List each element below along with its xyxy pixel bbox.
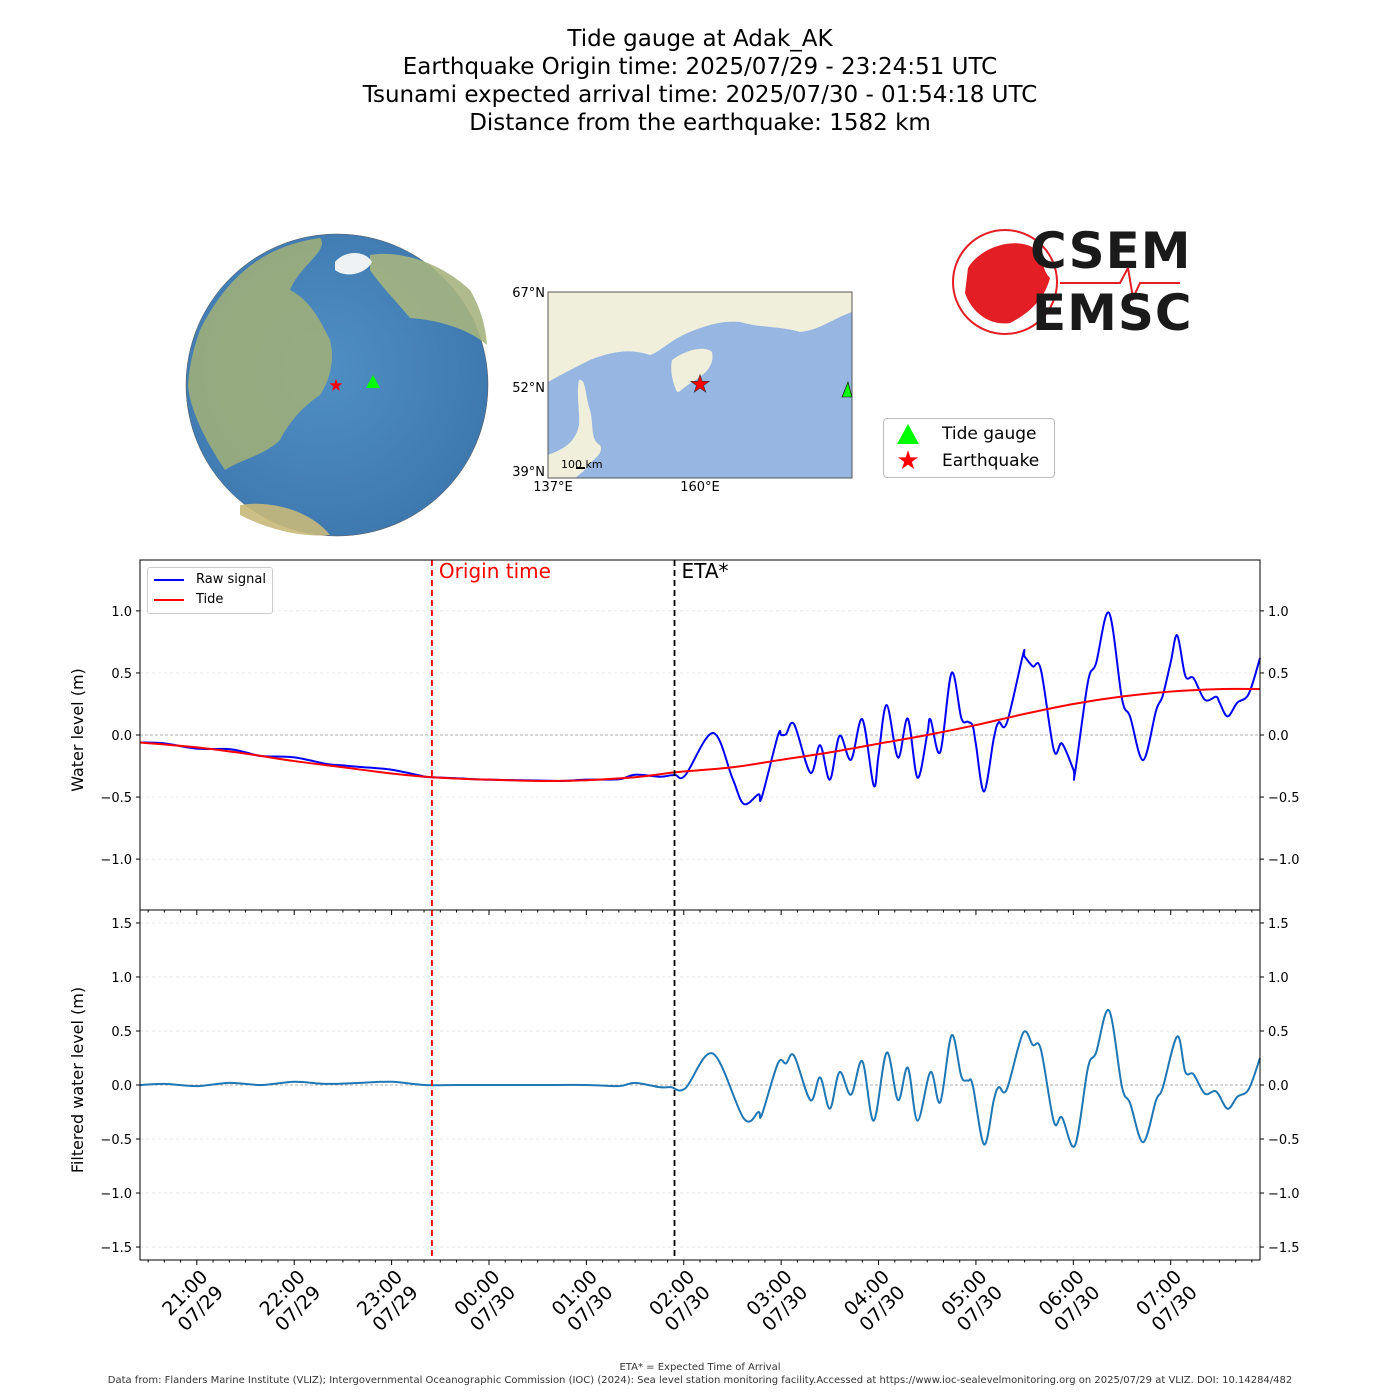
inset-scale-label: 100 km	[561, 458, 603, 471]
inset-lat-52: 52°N	[512, 381, 545, 396]
y-tick-label-right: 1.0	[1268, 605, 1289, 620]
x-tick-label: 05:0007/30	[937, 1266, 1007, 1336]
logo-globe-icon	[952, 229, 1180, 335]
x-tick-label: 01:0007/30	[548, 1266, 618, 1336]
footer-source: Data from: Flanders Marine Institute (VL…	[107, 1375, 1293, 1386]
inset-land-kamchatka	[671, 348, 713, 393]
inset-land-north	[548, 292, 852, 382]
globe-land-alaska	[370, 253, 487, 345]
y-tick-label: 1.0	[111, 971, 132, 986]
x-tick-label: 02:0007/30	[645, 1266, 715, 1336]
legend-label: Earthquake	[942, 451, 1040, 471]
logo-text-emsc: EMSC	[1032, 284, 1193, 342]
origin-time-label: Origin time	[439, 559, 551, 583]
globe-tide-gauge-marker	[366, 375, 380, 388]
legend-label: Tide	[196, 592, 224, 607]
y-tick-label: −0.5	[100, 1133, 132, 1148]
globe-land-arctic	[335, 253, 372, 275]
inset-lon-137: 137°E	[533, 480, 573, 495]
y-axis-label: Filtered water level (m)	[68, 987, 87, 1173]
globe-earthquake-marker: ★	[328, 376, 343, 396]
title-station: Tide gauge at Adak_AK	[567, 26, 833, 52]
globe-land-australia	[240, 503, 330, 536]
line-swatch-icon	[154, 598, 184, 601]
map-legend: Tide gauge ★ Earthquake	[883, 418, 1055, 478]
x-tick-label: 00:0007/30	[450, 1266, 520, 1336]
inset-tide-gauge-marker	[841, 381, 853, 398]
star-icon: ★	[896, 446, 920, 476]
filtered-line	[139, 1009, 1261, 1148]
raw-signal-line	[139, 611, 1261, 806]
inset-lat-67: 67°N	[512, 286, 545, 301]
eta-label: ETA*	[682, 559, 729, 583]
bottom-panel-frame	[139, 909, 1261, 1261]
tide-line	[139, 687, 1261, 783]
footer-note: ETA* = Expected Time of Arrival	[619, 1362, 781, 1373]
y-axis-label: Water level (m)	[68, 668, 87, 792]
y-tick-label: −1.0	[100, 853, 132, 868]
csem-emsc-logo: CSEM EMSC	[950, 222, 1192, 342]
y-tick-label: −1.5	[100, 1241, 132, 1256]
legend-item-earthquake: ★ Earthquake	[896, 446, 1040, 476]
y-tick-label-right: −0.5	[1268, 791, 1300, 806]
inset-lon-160: 160°E	[680, 480, 720, 495]
inset-map: ★ 100 km 67°N 52°N 39°N 137°E 160°E	[512, 286, 853, 495]
line-swatch-icon	[154, 578, 184, 581]
y-tick-label-right: 0.0	[1268, 729, 1289, 744]
legend-item-tide: Tide	[154, 592, 223, 607]
x-tick-label: 23:0007/29	[353, 1266, 423, 1336]
globe-map: ★	[185, 233, 489, 537]
title-eta: Tsunami expected arrival time: 2025/07/3…	[362, 82, 1038, 108]
logo-text-csem: CSEM	[1030, 222, 1192, 280]
y-tick-label: 0.0	[111, 729, 132, 744]
y-tick-label: 0.0	[111, 1079, 132, 1094]
globe-land-asia	[188, 238, 332, 470]
x-tick-label: 03:0007/30	[742, 1266, 812, 1336]
legend-item-tide-gauge: Tide gauge	[896, 423, 1036, 445]
inset-lat-39: 39°N	[512, 465, 545, 480]
x-tick-label: 06:0007/30	[1035, 1266, 1105, 1336]
y-tick-label: −0.5	[100, 791, 132, 806]
y-tick-label: −1.0	[100, 1187, 132, 1202]
title-distance: Distance from the earthquake: 1582 km	[469, 110, 931, 136]
legend-label: Tide gauge	[942, 424, 1037, 444]
title-origin-time: Earthquake Origin time: 2025/07/29 - 23:…	[402, 54, 998, 80]
y-tick-label-right: 0.0	[1268, 1079, 1289, 1094]
y-tick-label: 1.5	[111, 917, 132, 932]
inset-land-sakhalin-japan	[548, 379, 602, 478]
x-tick-label: 07:0007/30	[1132, 1266, 1202, 1336]
y-tick-label-right: 1.0	[1268, 971, 1289, 986]
plots: −1.0 −1.0 −0.5 −0.5 0.0 0.0 0.5 0.5 1.0 1.0 Water …	[68, 559, 1300, 1336]
x-tick-label: 04:0007/30	[840, 1266, 910, 1336]
y-tick-label-right: 0.5	[1268, 667, 1289, 682]
legend-item-raw-signal: Raw signal	[154, 572, 266, 587]
triangle-icon	[897, 424, 919, 444]
y-tick-label-right: 1.5	[1268, 917, 1289, 932]
x-tick-label: 22:0007/29	[255, 1266, 325, 1336]
y-tick-label: 0.5	[111, 667, 132, 682]
x-tick-label: 21:0007/29	[158, 1266, 228, 1336]
y-tick-label-right: −1.0	[1268, 1187, 1300, 1202]
legend-label: Raw signal	[196, 572, 266, 587]
figure-title: Tide gauge at Adak_AK Earthquake Origin …	[0, 25, 1400, 137]
plot-legend: Raw signal Tide	[147, 567, 273, 614]
y-tick-label-right: −0.5	[1268, 1133, 1300, 1148]
y-tick-label: 0.5	[111, 1025, 132, 1040]
y-tick-label-right: −1.5	[1268, 1241, 1300, 1256]
y-tick-label: 1.0	[111, 605, 132, 620]
inset-earthquake-marker: ★	[689, 370, 711, 398]
y-tick-label-right: 0.5	[1268, 1025, 1289, 1040]
y-tick-label-right: −1.0	[1268, 853, 1300, 868]
